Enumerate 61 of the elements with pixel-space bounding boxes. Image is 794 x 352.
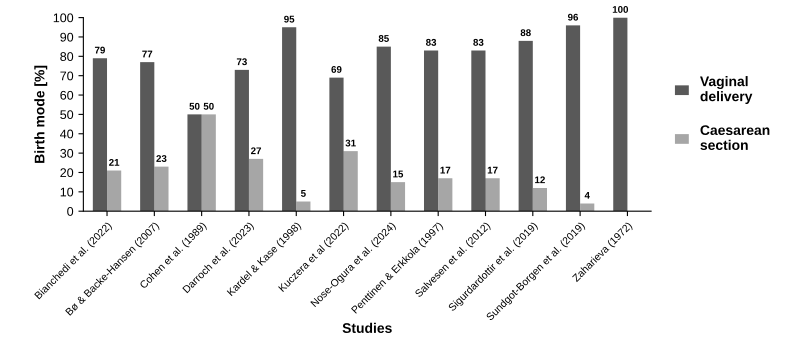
bar bbox=[282, 27, 296, 212]
data-label: 77 bbox=[142, 50, 152, 58]
data-label: 5 bbox=[300, 190, 306, 197]
y-tick-label: 50 bbox=[60, 110, 74, 120]
x-axis-title: Studies bbox=[342, 322, 392, 333]
bar bbox=[92, 58, 108, 212]
legend-label: Vaginal delivery bbox=[700, 76, 752, 104]
bar bbox=[438, 178, 452, 212]
bar bbox=[296, 202, 310, 212]
bar bbox=[248, 158, 264, 212]
data-label: 83 bbox=[426, 38, 436, 46]
data-label: 100 bbox=[612, 6, 628, 13]
data-label: 27 bbox=[250, 147, 262, 154]
bar bbox=[140, 62, 154, 212]
y-axis-title: Birth mode [%] bbox=[34, 66, 48, 163]
bar bbox=[376, 46, 391, 212]
bar bbox=[424, 50, 438, 212]
data-label: 96 bbox=[568, 14, 578, 21]
data-label: 69 bbox=[331, 66, 342, 73]
bar bbox=[518, 40, 533, 212]
legend-label: Caesarean section bbox=[700, 125, 770, 150]
data-label: 21 bbox=[109, 158, 120, 166]
y-tick-label: 60 bbox=[60, 90, 74, 100]
bar bbox=[202, 114, 216, 212]
bar bbox=[344, 151, 358, 212]
data-label: 88 bbox=[520, 29, 531, 36]
data-label: 50 bbox=[189, 102, 200, 110]
y-tick-label: 0 bbox=[67, 207, 74, 216]
data-label: 23 bbox=[156, 155, 166, 162]
data-label: 15 bbox=[393, 170, 404, 178]
y-tick-label: 10 bbox=[60, 188, 74, 196]
y-tick-label: 20 bbox=[60, 168, 74, 178]
data-label: 31 bbox=[345, 140, 356, 146]
data-label: 50 bbox=[204, 102, 214, 110]
data-label: 95 bbox=[284, 16, 294, 23]
y-tick-label: 80 bbox=[60, 52, 74, 61]
data-label: 12 bbox=[535, 176, 545, 184]
bar bbox=[234, 70, 249, 212]
bar bbox=[390, 182, 406, 212]
data-label: 83 bbox=[473, 38, 484, 46]
bar bbox=[580, 203, 594, 212]
data-label: 79 bbox=[94, 46, 105, 54]
bar bbox=[329, 78, 344, 212]
bar bbox=[532, 188, 547, 212]
bar bbox=[566, 25, 580, 212]
data-label: 17 bbox=[488, 166, 498, 174]
bar bbox=[187, 114, 202, 212]
bar bbox=[486, 178, 500, 212]
bar bbox=[154, 166, 169, 212]
data-label: 73 bbox=[236, 58, 247, 66]
bar bbox=[107, 170, 122, 212]
data-label: 4 bbox=[584, 192, 590, 199]
y-tick-label: 100 bbox=[54, 13, 74, 22]
bar bbox=[471, 50, 486, 212]
y-tick-label: 90 bbox=[60, 32, 74, 42]
y-tick-label: 70 bbox=[60, 71, 74, 80]
bar bbox=[613, 18, 628, 212]
y-tick-label: 40 bbox=[60, 130, 74, 138]
y-tick-label: 30 bbox=[60, 148, 74, 158]
data-label: 85 bbox=[378, 35, 389, 42]
data-label: 17 bbox=[440, 166, 450, 174]
